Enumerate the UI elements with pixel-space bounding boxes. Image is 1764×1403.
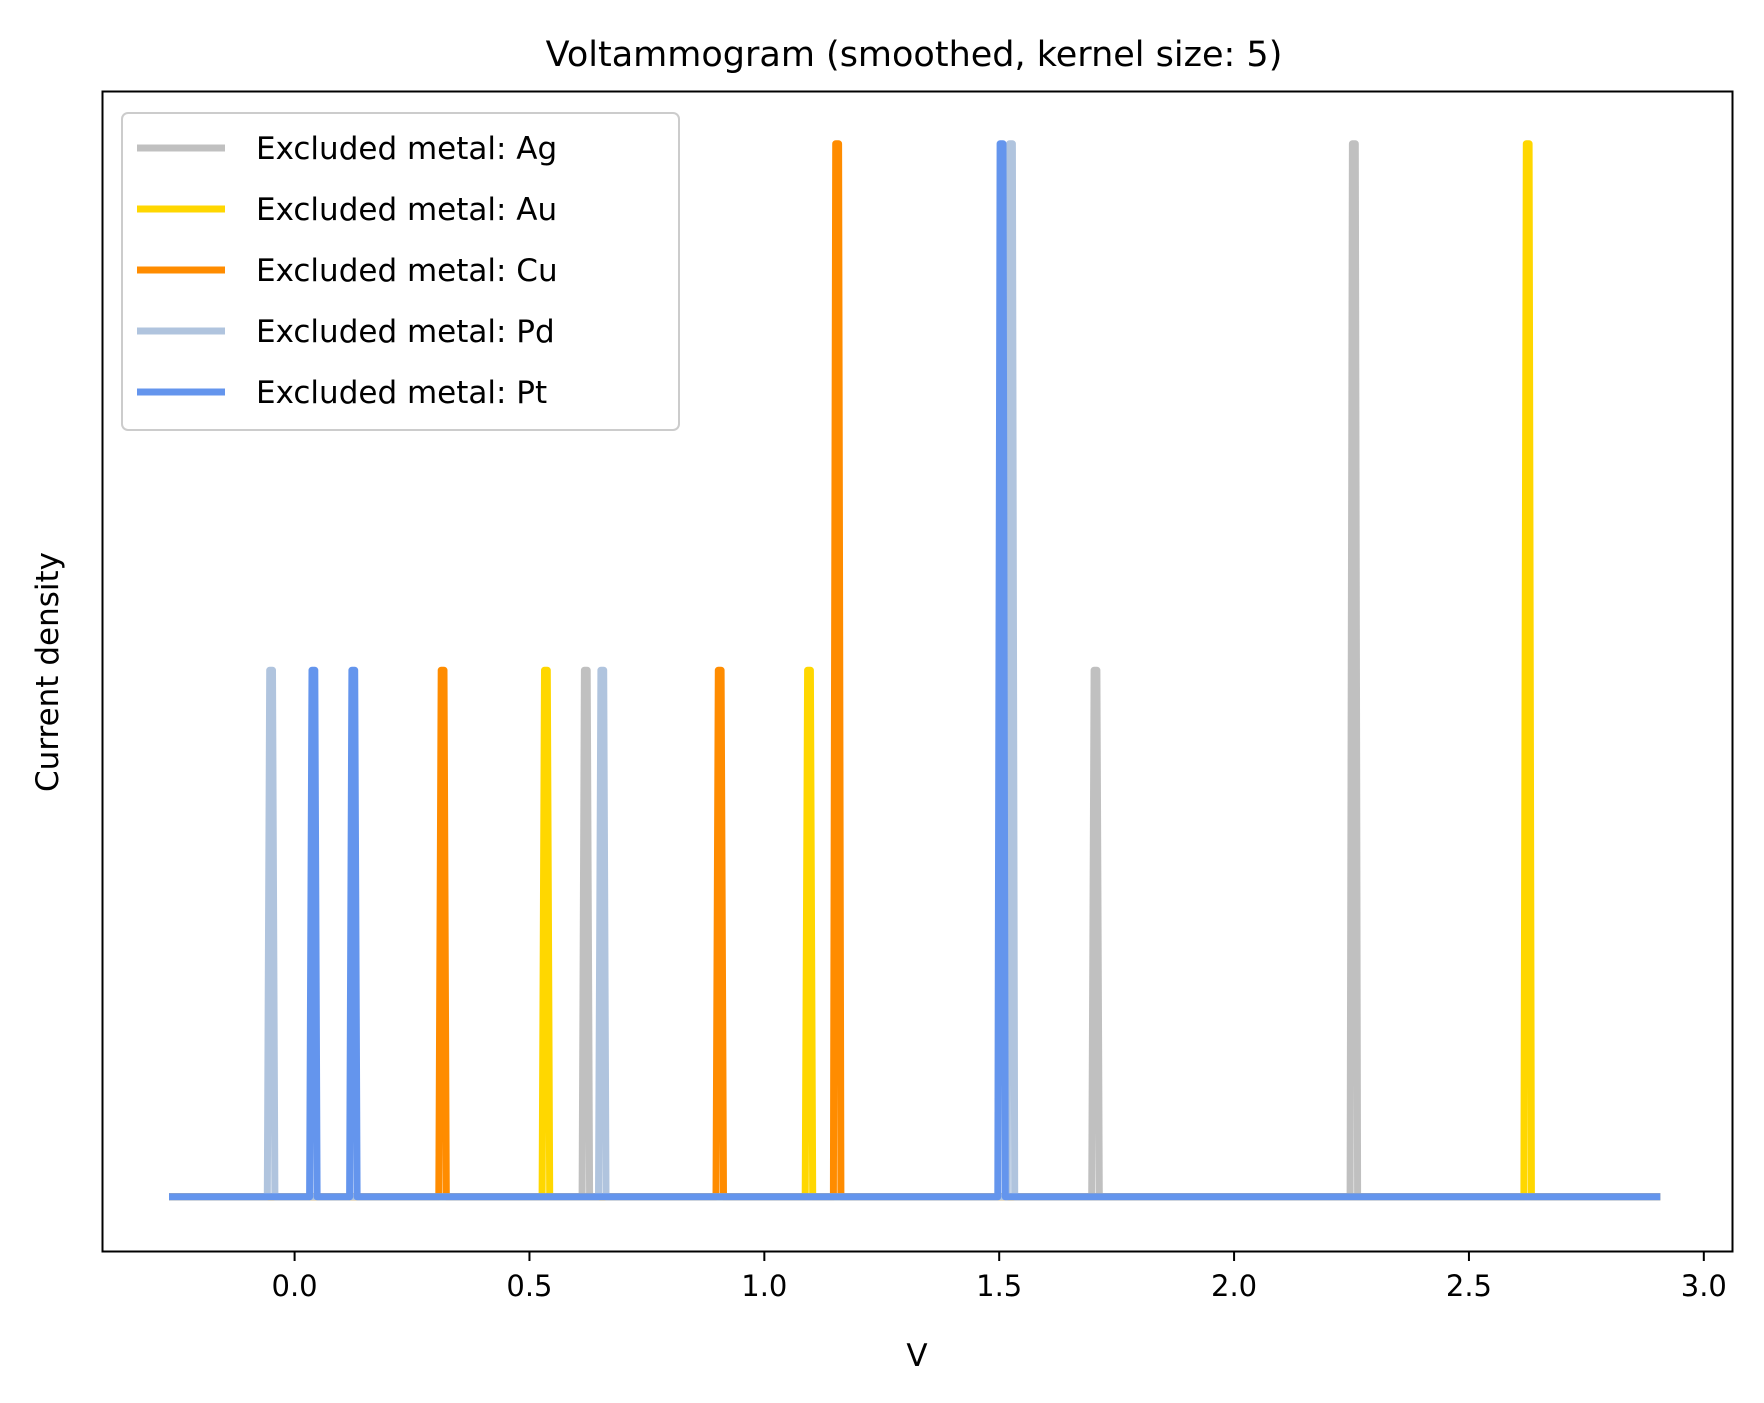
series-line-2 [169, 140, 1661, 1201]
legend-entry-label: Excluded metal: Ag [256, 131, 557, 167]
legend-box [121, 112, 680, 431]
legend-entry-label: Excluded metal: Au [256, 192, 557, 228]
series-line-3 [169, 140, 1661, 1201]
x-tick-label: 3.0 [1681, 1269, 1727, 1303]
x-tick-label: 2.5 [1446, 1269, 1492, 1303]
series-layer [169, 140, 1661, 1201]
series-line-1 [169, 140, 1661, 1201]
series-line-4 [169, 140, 1661, 1201]
legend-entry-label: Excluded metal: Pd [256, 314, 555, 350]
legend-entry-label: Excluded metal: Pt [256, 375, 547, 411]
x-tick-label: 0.5 [506, 1269, 552, 1303]
x-tick-label: 1.0 [741, 1269, 787, 1303]
x-axis-label: V [906, 1338, 927, 1374]
legend-entry-label: Excluded metal: Cu [256, 253, 558, 289]
x-tick-label: 0.0 [272, 1269, 318, 1303]
x-tick-label: 1.5 [976, 1269, 1022, 1303]
chart-title: Voltammogram (smoothed, kernel size: 5) [546, 35, 1283, 75]
x-axis: 0.0 0.5 1.0 1.5 2.0 2.5 3.0 [272, 1251, 1727, 1303]
plot-frame [101, 90, 1734, 1253]
x-tick-label: 2.0 [1211, 1269, 1257, 1303]
legend: Excluded metal: Ag Excluded metal: Au Excl… [121, 112, 680, 431]
y-axis-label: Current density [30, 552, 66, 792]
series-line-0 [169, 140, 1661, 1201]
